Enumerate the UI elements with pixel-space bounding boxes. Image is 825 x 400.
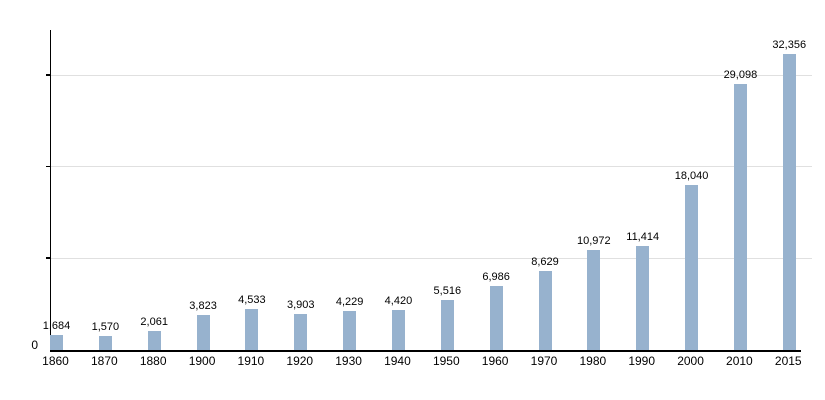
- bar-value-label: 4,420: [384, 294, 413, 307]
- x-axis-labels: 1860 1870 1880 1900 1910 1920 1930 1940 1950 1960…: [42, 354, 801, 370]
- bar-1960: [489, 286, 503, 350]
- gridline: [51, 257, 812, 259]
- x-axis-label: 1880: [139, 354, 167, 368]
- y-axis-origin-label: 0: [31, 338, 38, 352]
- bar-1910: [245, 308, 259, 350]
- bar-1920: [294, 314, 308, 350]
- x-axis-label: 1960: [481, 354, 509, 368]
- bar-1870: [98, 335, 112, 350]
- gridline: [51, 166, 812, 168]
- x-axis-label: 2010: [726, 354, 753, 368]
- bar-value-label: 4,229: [335, 296, 364, 309]
- gridline: [51, 74, 812, 76]
- bar-value-label: 6,986: [482, 271, 510, 284]
- x-axis-label: 1930: [335, 354, 362, 368]
- bar-1900: [196, 315, 210, 350]
- bar-1940: [391, 309, 405, 350]
- bar-1950: [440, 299, 454, 350]
- bar-value-label: 29,098: [723, 68, 758, 81]
- bar-value-label: 32,356: [772, 39, 807, 52]
- x-axis-label: 1910: [237, 354, 265, 368]
- bar-1980: [587, 249, 601, 350]
- bar-value-label: 1,684: [42, 319, 71, 332]
- x-axis-label: 1970: [530, 354, 558, 368]
- x-axis-label: 2000: [677, 354, 704, 368]
- y-axis-tick: [45, 74, 51, 76]
- bar-2010: [733, 83, 747, 350]
- x-axis-label: 1920: [286, 354, 314, 368]
- bar-1860: [50, 334, 63, 350]
- plot-area: 1,684 1,570 2,061 3,823 4,533 3,903 4,229 4,420…: [43, 30, 812, 352]
- x-axis-label: 1900: [188, 354, 216, 368]
- bar-2000: [685, 185, 699, 350]
- bar-value-label: 10,972: [577, 234, 611, 247]
- bar-1990: [636, 245, 650, 350]
- bar-1970: [538, 271, 552, 350]
- bar-1880: [147, 331, 161, 350]
- bar-value-label: 4,533: [238, 293, 266, 306]
- y-axis-tick: [45, 257, 51, 259]
- x-axis-label: 1980: [579, 354, 607, 368]
- bar-value-label: 18,040: [674, 170, 709, 183]
- bar-value-label: 5,516: [433, 284, 462, 297]
- bar-value-label: 8,629: [531, 256, 559, 269]
- y-axis-tick: [45, 165, 51, 168]
- bar-value-label: 3,823: [189, 300, 217, 313]
- x-axis-label: 1860: [42, 354, 69, 368]
- bar-value-label: 3,903: [286, 299, 315, 312]
- x-axis-label: 2015: [774, 354, 802, 368]
- x-axis-label: 1950: [432, 354, 460, 368]
- bar-value-label: 2,061: [140, 316, 168, 329]
- bar-value-label: 1,570: [91, 320, 120, 333]
- x-axis-label: 1940: [384, 354, 411, 368]
- x-axis-label: 1990: [628, 354, 656, 368]
- bar-2015: [782, 54, 796, 350]
- x-axis-label: 1870: [90, 354, 118, 368]
- bar-1930: [343, 311, 357, 350]
- bar-value-label: 11,414: [626, 230, 660, 243]
